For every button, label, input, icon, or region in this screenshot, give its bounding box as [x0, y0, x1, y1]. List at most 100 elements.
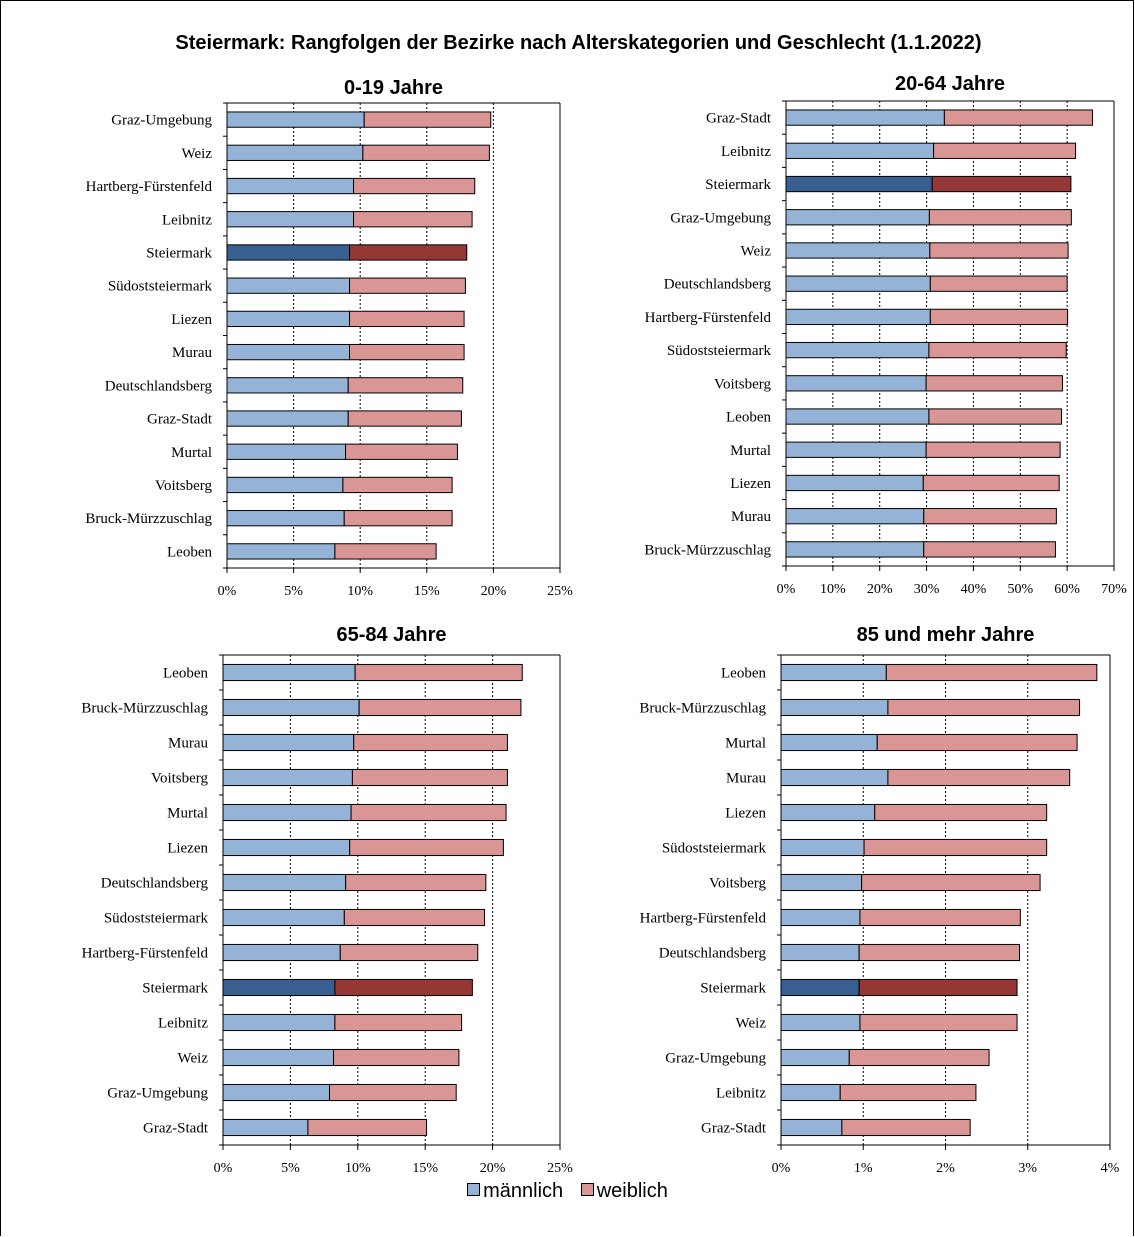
category-label: Murau	[726, 771, 766, 787]
bar-male	[785, 142, 935, 159]
bar-male	[780, 803, 876, 822]
x-tick-label: 10%	[345, 1161, 371, 1176]
bar-female	[929, 275, 1068, 292]
bar-female	[349, 277, 466, 294]
bar-female	[343, 510, 453, 527]
category-label: Murtal	[730, 443, 771, 459]
bar-female	[876, 733, 1078, 752]
chart-panel-1: 0-19 Jahre 0% 5% 10% 15% 20% 25% Graz-Umgebung W…	[85, 77, 573, 599]
category-label: Hartberg-Fürstenfeld	[82, 946, 209, 962]
category-label: Hartberg-Fürstenfeld	[86, 179, 213, 195]
bar-male	[226, 111, 365, 128]
bar-male	[780, 768, 889, 787]
bar-male	[222, 1048, 335, 1067]
category-label: Deutschlandsberg	[664, 277, 772, 293]
bar-female	[922, 474, 1060, 492]
category-label: Liezen	[167, 841, 208, 857]
bar-female	[859, 908, 1021, 927]
bar-male	[226, 177, 355, 195]
bar-female	[345, 443, 458, 460]
bar-female	[334, 543, 437, 560]
bar-female	[350, 803, 507, 822]
x-tick-label: 5%	[284, 584, 303, 599]
x-tick-label: 20%	[867, 582, 893, 597]
bar-female	[328, 1083, 457, 1102]
bar-male	[780, 1048, 850, 1067]
bar-female	[928, 341, 1067, 359]
category-label: Voitsberg	[155, 478, 212, 494]
bar-male	[785, 408, 930, 425]
category-label: Liezen	[725, 806, 766, 822]
x-tick-label: 20%	[481, 584, 507, 599]
bar-female	[362, 144, 490, 161]
bar-female	[349, 244, 468, 261]
x-tick-label: 40%	[961, 582, 987, 597]
bar-male	[780, 943, 860, 962]
bar-female	[345, 873, 487, 892]
bar-male	[226, 543, 336, 560]
x-tick-label: 0%	[777, 582, 796, 597]
bar-female	[858, 978, 1018, 997]
bar-female	[923, 508, 1057, 525]
bar-male	[785, 175, 933, 193]
bar-female	[351, 768, 508, 787]
category-label: Bruck-Mürzzuschlag	[85, 511, 212, 527]
bar-male	[222, 663, 356, 682]
category-label: Murtal	[167, 806, 208, 822]
bar-female	[928, 408, 1063, 425]
category-label: Graz-Stadt	[706, 111, 772, 127]
bar-male	[226, 476, 344, 494]
bar-male	[785, 541, 925, 558]
category-label: Graz-Umgebung	[111, 113, 212, 129]
bar-male	[226, 244, 351, 261]
bar-female	[925, 441, 1061, 458]
category-label: Graz-Umgebung	[107, 1086, 208, 1102]
bar-male	[226, 443, 347, 460]
legend-label-male: männlich	[483, 1180, 564, 1203]
x-tick-label: 50%	[1007, 582, 1033, 597]
bar-female	[887, 768, 1071, 787]
bar-male	[785, 242, 931, 259]
bar-male	[780, 663, 887, 682]
bar-female	[307, 1118, 428, 1137]
bar-female	[353, 177, 476, 195]
bar-female	[925, 375, 1063, 392]
chart-panel-4: 85 und mehr Jahre 0% 1% 2% 3% 4% Leoben Bruck-M…	[639, 624, 1119, 1176]
bar-female	[353, 733, 508, 752]
bar-female	[354, 663, 523, 682]
category-label: Graz-Stadt	[143, 1121, 209, 1137]
category-label: Steiermark	[705, 177, 771, 193]
category-label: Bruck-Mürzzuschlag	[639, 701, 766, 717]
bar-male	[780, 1118, 843, 1137]
bar-male	[222, 978, 336, 997]
chart-panel-2: 20-64 Jahre 0% 10% 20% 30% 40% 50% 60% 70% Graz-S…	[644, 73, 1127, 597]
bar-female	[928, 209, 1072, 226]
category-label: Hartberg-Fürstenfeld	[645, 310, 772, 326]
category-label: Weiz	[736, 1016, 767, 1032]
category-label: Leoben	[726, 410, 771, 426]
category-label: Liezen	[171, 312, 212, 328]
legend-swatch-female	[580, 1183, 594, 1197]
bar-male	[785, 474, 924, 492]
category-label: Voitsberg	[709, 876, 766, 892]
x-tick-label: 0%	[772, 1161, 791, 1176]
category-label: Steiermark	[142, 981, 208, 997]
bar-female	[933, 142, 1077, 159]
bar-female	[349, 310, 465, 328]
x-tick-label: 15%	[414, 584, 440, 599]
bar-female	[349, 838, 504, 857]
category-label: Voitsberg	[714, 376, 771, 392]
bar-male	[226, 343, 351, 361]
category-label: Leibnitz	[162, 212, 212, 228]
bar-male	[222, 943, 341, 962]
bar-female	[923, 541, 1056, 558]
bar-female	[363, 111, 492, 128]
bar-female	[343, 908, 486, 927]
legend: männlich weiblich	[0, 1180, 1135, 1203]
x-tick-label: 0%	[214, 1161, 233, 1176]
x-tick-label: 70%	[1101, 582, 1127, 597]
bar-male	[785, 341, 930, 359]
category-label: Murau	[168, 736, 208, 752]
category-label: Leibnitz	[716, 1086, 766, 1102]
